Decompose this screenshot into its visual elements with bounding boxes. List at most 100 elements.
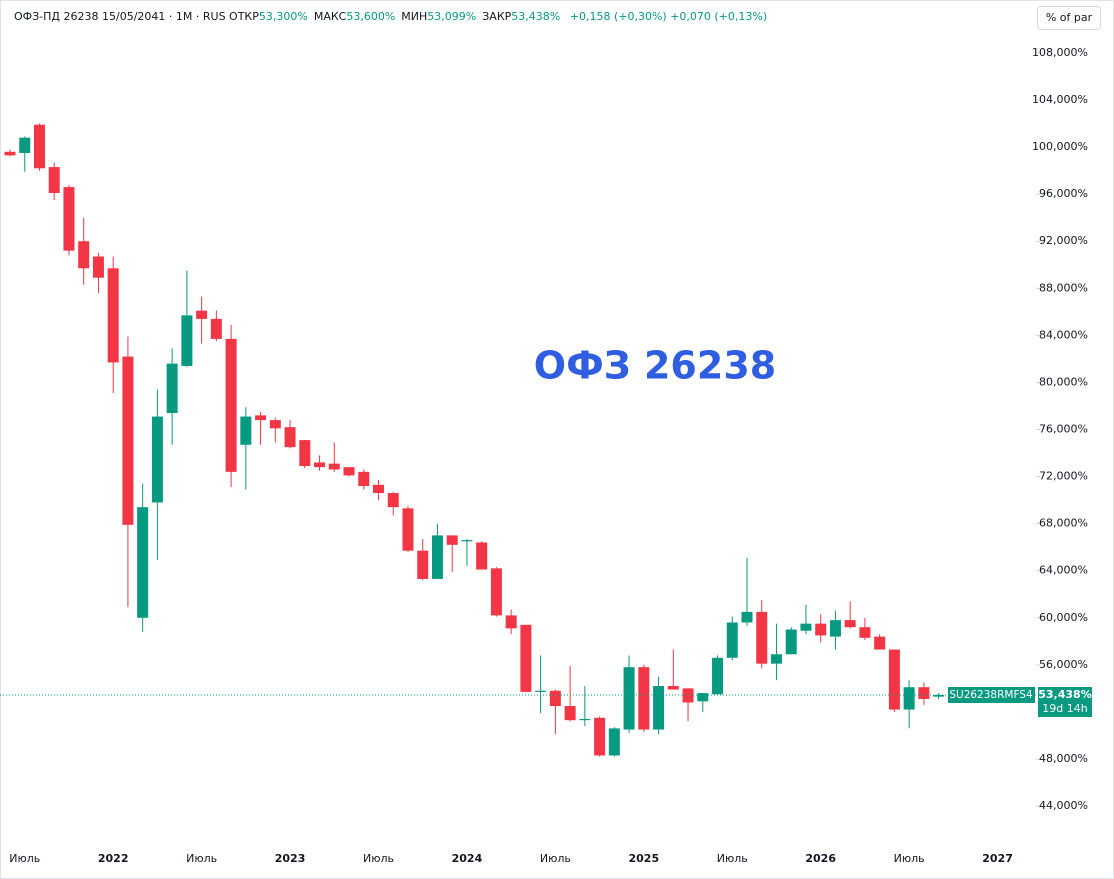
candle-body [122, 356, 134, 525]
candle-body [903, 687, 915, 710]
countdown-label: 19d 14h [1042, 702, 1087, 715]
candle-body [461, 540, 473, 542]
symbol-label: SU26238RMFS4 [949, 689, 1033, 701]
price-tag [1038, 686, 1092, 717]
y-tick-label: 68,000% [1039, 517, 1088, 530]
candle-body [358, 471, 370, 486]
x-tick-label: 2023 [275, 852, 306, 865]
ohlc-fields: ОТКР53,300% МАКС53,600% МИН53,099% ЗАКР53,4… [229, 10, 566, 23]
field-value: 53,300% [258, 10, 308, 23]
x-tick-label: Июль [186, 852, 217, 865]
field-label: ОТКР [229, 10, 259, 23]
candle-body [255, 415, 267, 421]
candle-body [667, 686, 679, 690]
y-tick-label: 108,000% [1032, 46, 1088, 59]
candle-body [490, 568, 502, 616]
y-tick-label: 48,000% [1039, 752, 1088, 765]
watermark: ОФЗ 26238 [534, 344, 776, 388]
candle-body [19, 137, 31, 153]
y-tick-label: 60,000% [1039, 611, 1088, 624]
candle-body [314, 462, 326, 468]
y-tick-label: 76,000% [1039, 423, 1088, 436]
candle-body [387, 493, 399, 508]
candle-body [505, 615, 517, 629]
candle-body [181, 315, 193, 366]
candle-body [594, 717, 606, 756]
candle-body [608, 728, 620, 756]
x-tick-label: Июль [540, 852, 571, 865]
candle-body [284, 427, 296, 448]
symbol-title: ОФЗ-ПД 26238 15/05/2041 · 1M · RUS [14, 10, 226, 23]
candle-body [815, 623, 827, 636]
x-tick-label: Июль [363, 852, 394, 865]
candle-body [888, 649, 900, 710]
field-label: МИН [401, 10, 428, 23]
candle-body [240, 416, 252, 445]
candle-body [520, 624, 532, 692]
candle-body [196, 310, 208, 319]
change: +0,158 (+0,30%) [569, 10, 667, 23]
candle-body [653, 686, 665, 730]
candle-body [33, 124, 45, 169]
candle-body [166, 363, 178, 414]
candle-body [402, 508, 414, 551]
candle-body [431, 535, 443, 579]
symbol-tag [948, 686, 1035, 703]
y-tick-label: 104,000% [1032, 93, 1088, 106]
x-tick-label: Июль [9, 852, 40, 865]
candle-body [564, 706, 576, 721]
candle-body [92, 256, 104, 278]
y-tick-label: 88,000% [1039, 281, 1088, 294]
candle-body [535, 690, 547, 692]
change-after: +0,070 (+0,13%) [670, 10, 768, 23]
candle-body [859, 627, 871, 638]
field-value: 53,600% [346, 10, 396, 23]
y-tick-label: 84,000% [1039, 328, 1088, 341]
candle-body [933, 694, 945, 697]
y-tick-label: 100,000% [1032, 140, 1088, 153]
price-label: 53,438% [1038, 688, 1091, 701]
field-label: ЗАКР [482, 10, 512, 23]
candle-body [48, 167, 60, 193]
x-tick-label: 2024 [452, 852, 483, 865]
scale-button[interactable]: % of par [1037, 6, 1101, 30]
candle-body [579, 718, 591, 721]
x-tick-label: 2022 [98, 852, 129, 865]
candle-body [918, 687, 930, 699]
field-label: МАКС [313, 10, 347, 23]
candle-body [107, 268, 119, 363]
candle-body [328, 463, 340, 470]
field-value: 53,438% [511, 10, 561, 23]
y-tick-label: 64,000% [1039, 564, 1088, 577]
candle-body [373, 484, 384, 494]
candle-body [770, 654, 782, 664]
y-tick-label: 80,000% [1039, 375, 1088, 388]
candle-body [446, 535, 458, 545]
x-tick-label: Июль [717, 852, 748, 865]
candle-body [741, 611, 753, 623]
x-tick-label: 2026 [805, 852, 836, 865]
candle-body [225, 338, 237, 472]
candle-body [682, 688, 694, 703]
candle-body [638, 667, 650, 730]
candle-body [785, 629, 797, 655]
candle-body [4, 151, 16, 156]
candle-body [712, 657, 724, 695]
y-tick-label: 44,000% [1039, 799, 1088, 812]
y-tick-label: 92,000% [1039, 234, 1088, 247]
candle-body [829, 620, 841, 637]
candle-body [874, 636, 886, 650]
candle-body [476, 542, 488, 570]
candle-body [63, 187, 75, 251]
candle-body [269, 420, 281, 429]
candle-body [299, 440, 311, 466]
y-tick-label: 56,000% [1039, 658, 1088, 671]
candle-body [417, 550, 429, 579]
candle-body [844, 620, 856, 628]
candle-body [210, 318, 222, 339]
field-value: 53,099% [427, 10, 477, 23]
candle-body [343, 467, 355, 476]
